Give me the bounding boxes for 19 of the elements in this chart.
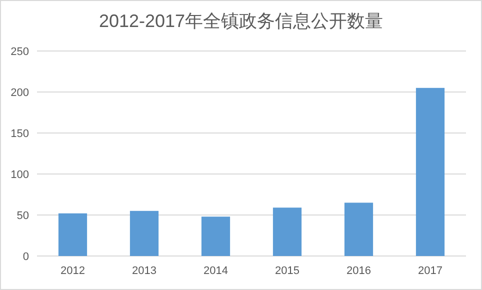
x-tick-label: 2012 [60, 265, 85, 277]
y-tick-label: 200 [10, 87, 29, 99]
y-tick-label: 0 [22, 251, 29, 263]
bar [201, 216, 230, 256]
bar [416, 88, 445, 256]
x-tick-label: 2015 [275, 265, 300, 277]
y-tick-label: 50 [16, 210, 29, 222]
x-tick-label: 2013 [132, 265, 156, 277]
y-tick-label: 100 [10, 169, 29, 181]
x-tick-label: 2017 [418, 265, 442, 277]
bar [272, 208, 302, 256]
bar [344, 202, 374, 256]
y-tick-label: 150 [10, 128, 29, 140]
chart-title: 2012-2017年全镇政务信息公开数量 [98, 11, 384, 31]
x-tick-label: 2014 [204, 265, 228, 277]
y-tick-label: 250 [10, 46, 29, 58]
x-tick-label: 2016 [346, 265, 371, 277]
bar [58, 213, 88, 256]
bar [130, 210, 159, 256]
